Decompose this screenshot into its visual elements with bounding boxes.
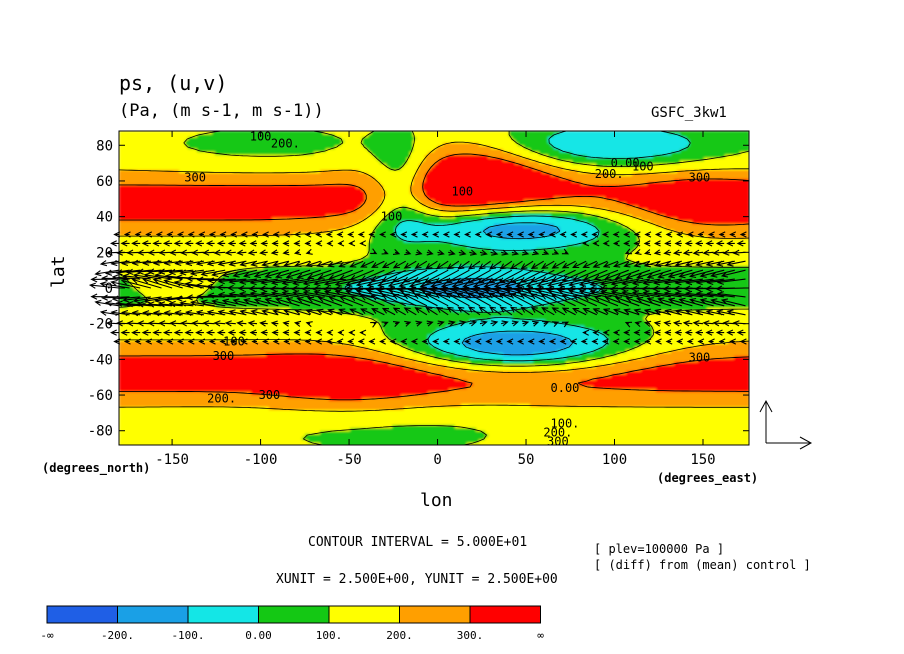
contour-label: 200. xyxy=(595,167,624,181)
vector-unit-note: XUNIT = 2.500E+00, YUNIT = 2.500E+00 xyxy=(276,572,558,587)
contour-label: 0.00 xyxy=(551,381,580,395)
colorbar-label: -200. xyxy=(101,629,134,642)
colorbar: -∞ -200. -100. 0.00 100. 200. 300. ∞ xyxy=(40,605,544,642)
contour-label: 100 xyxy=(632,160,654,174)
x-tick-label: -100 xyxy=(244,452,278,468)
contour-line-300 xyxy=(119,153,749,401)
y-tick-label: 20 xyxy=(96,245,113,261)
contour-label: 300 xyxy=(547,434,569,448)
colorbar-swatch xyxy=(46,605,118,624)
contour-label: 0.00 xyxy=(611,156,640,170)
x-tick-label: 100 xyxy=(602,452,627,468)
contour-label: 100. xyxy=(551,417,580,431)
y-tick-label: -40 xyxy=(88,352,113,368)
x-tick-label: -50 xyxy=(336,452,361,468)
y-tick-label: -80 xyxy=(88,424,113,440)
contour-label: 300 xyxy=(689,351,711,365)
vector-layer xyxy=(88,231,747,345)
x-axis-title: lon xyxy=(420,490,453,511)
contour-label: 200. xyxy=(271,136,300,150)
contour-label: 100 xyxy=(381,210,403,224)
colorbar-label: 200. xyxy=(386,629,413,642)
colorbar-label: 0.00 xyxy=(245,629,272,642)
chart-title: ps, (u,v) xyxy=(119,71,228,95)
colorbar-label: 300. xyxy=(457,629,484,642)
contour-label: 100 xyxy=(223,335,245,349)
contour-interval-note: CONTOUR INTERVAL = 5.000E+01 xyxy=(308,535,528,550)
model-label: GSFC_3kw1 xyxy=(651,105,727,121)
y-tick-label: 60 xyxy=(96,174,113,190)
chart-subtitle: (Pa, (m s-1, m s-1)) xyxy=(119,101,324,121)
colorbar-label: -∞ xyxy=(40,629,54,642)
colorbar-swatch xyxy=(328,605,400,624)
reference-vector xyxy=(759,399,813,450)
x-unit-label: (degrees_east) xyxy=(657,471,759,485)
contour-label: 100 xyxy=(451,185,473,199)
colorbar-label: -100. xyxy=(171,629,204,642)
contour-label: 200. xyxy=(207,392,236,406)
colorbar-swatch xyxy=(399,605,471,624)
contour-label: 300 xyxy=(213,349,235,363)
y-axis-title: lat xyxy=(48,255,69,288)
contour-label: 200. xyxy=(543,426,572,440)
x-tick-label: 50 xyxy=(518,452,535,468)
y-tick-label: 0 xyxy=(105,281,113,297)
y-tick-label: 80 xyxy=(96,138,113,154)
contour-label: 100 xyxy=(250,129,272,143)
contour-label: 300 xyxy=(259,388,281,402)
contour-label: 300 xyxy=(689,170,711,184)
x-tick-label: 0 xyxy=(433,452,441,468)
y-tick-label: -20 xyxy=(88,317,113,333)
y-tick-label: -60 xyxy=(88,388,113,404)
colorbar-swatch xyxy=(117,605,189,624)
y-tick-label: 40 xyxy=(96,210,113,226)
pressure-level-note: [ plev=100000 Pa ] xyxy=(594,542,725,556)
x-tick-label: -150 xyxy=(155,452,189,468)
y-unit-label: (degrees_north) xyxy=(42,461,151,475)
colorbar-label: ∞ xyxy=(537,629,544,642)
axis-ticks: -150 -100 -50 0 50 100 150 80 60 40 20 0 -20 -40 -60 -8… xyxy=(88,131,749,468)
contour-label: 300 xyxy=(184,170,206,184)
x-tick-label: 150 xyxy=(690,452,715,468)
colorbar-swatch xyxy=(469,605,541,624)
colorbar-swatch xyxy=(258,605,330,624)
colorbar-label: 100. xyxy=(316,629,343,642)
difference-note: [ (diff) from (mean) control ] xyxy=(594,558,811,572)
colorbar-swatch xyxy=(187,605,259,624)
wind-vectors xyxy=(88,231,747,345)
